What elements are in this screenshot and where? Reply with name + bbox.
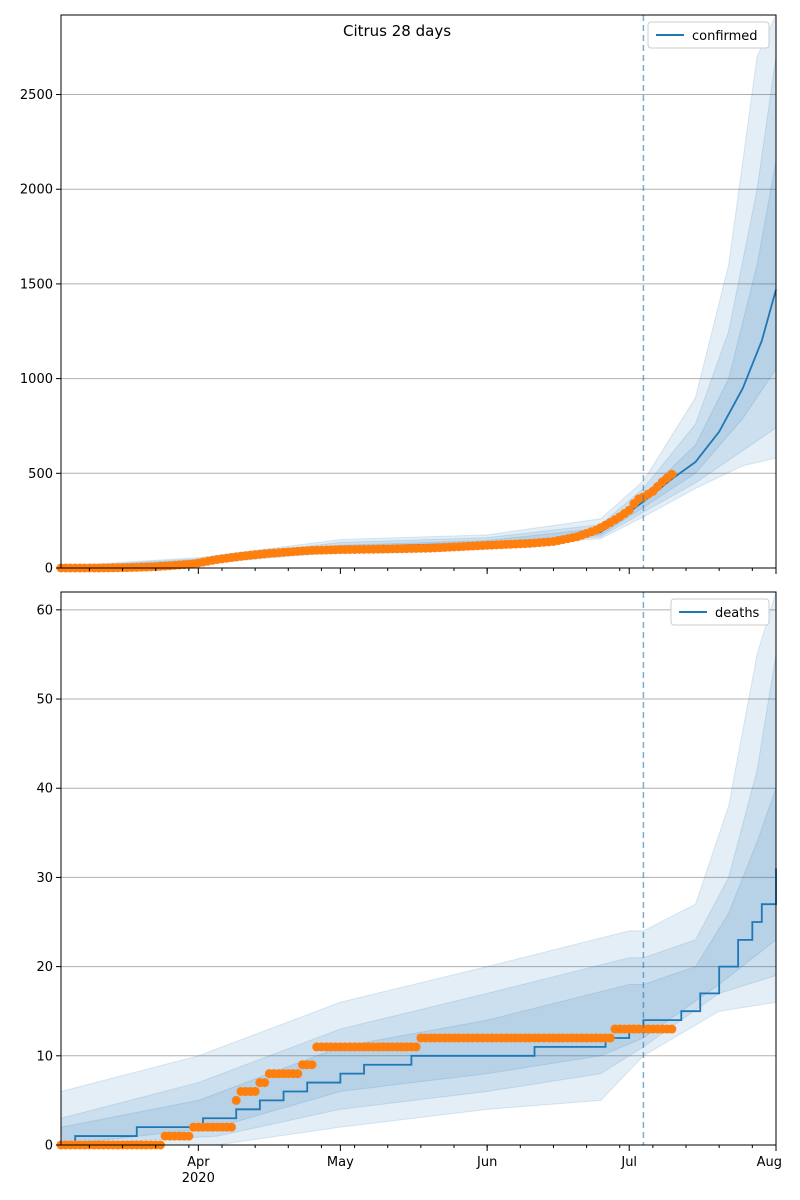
y-tick-label: 500 xyxy=(28,467,53,482)
bottom-axes-frame xyxy=(60,591,777,1146)
x-tick-label: May xyxy=(327,1155,354,1170)
y-tick-label: 1500 xyxy=(20,277,53,292)
y-tick-label: 2000 xyxy=(20,183,53,198)
y-tick-label: 0 xyxy=(45,562,53,577)
y-tick-label: 60 xyxy=(36,603,53,618)
confirmed-observed-points xyxy=(56,469,677,573)
top-y-axis-ticks: 0 500 1000 1500 2000 2500 xyxy=(20,88,61,577)
y-tick-label: 30 xyxy=(36,871,53,886)
x-tick-label: Jun xyxy=(476,1155,497,1170)
observed-point xyxy=(226,1122,236,1132)
observed-point xyxy=(307,1060,317,1070)
x-tick-label: Aug xyxy=(757,1155,782,1170)
x-tick-label: Apr xyxy=(187,1155,210,1170)
deaths-observed-points xyxy=(56,1024,677,1150)
legend-box xyxy=(670,598,770,626)
legend-label-deaths: deaths xyxy=(715,606,760,621)
y-tick-label: 20 xyxy=(36,960,53,975)
observed-point xyxy=(667,1024,677,1034)
y-tick-label: 1000 xyxy=(20,372,53,387)
observed-point xyxy=(231,1095,241,1105)
y-tick-label: 50 xyxy=(36,693,53,708)
top-axes-frame xyxy=(60,14,777,569)
forecast-band xyxy=(60,160,777,569)
top-x-axis-ticks xyxy=(88,568,777,574)
observed-point xyxy=(293,1069,303,1079)
observed-point xyxy=(624,505,634,515)
confirmed-model-line xyxy=(60,289,777,569)
deaths-model-line xyxy=(61,868,777,1146)
y-tick-label: 40 xyxy=(36,782,53,797)
x-tick-label: Jul xyxy=(620,1155,637,1170)
bottom-forecast-bands xyxy=(60,591,777,1146)
observed-point xyxy=(184,1131,194,1141)
bottom-legend: deaths xyxy=(670,598,770,626)
top-legend: confirmed xyxy=(647,21,770,49)
x-tick-sublabel: 2020 xyxy=(182,1171,215,1186)
y-tick-label: 2500 xyxy=(20,88,53,103)
observed-point xyxy=(411,1042,421,1052)
y-tick-label: 0 xyxy=(45,1139,53,1154)
observed-point xyxy=(260,1078,270,1088)
legend-label-confirmed: confirmed xyxy=(692,29,758,44)
legend-box xyxy=(647,21,770,49)
top-forecast-bands xyxy=(60,14,777,569)
observed-point xyxy=(250,1086,260,1096)
observed-point xyxy=(605,1033,615,1043)
y-tick-label: 10 xyxy=(36,1049,53,1064)
confirmed-panel: 0 500 1000 1500 2000 2500 Citrus 28 days conf… xyxy=(20,14,777,577)
top-gridlines xyxy=(61,94,776,474)
chart-title: Citrus 28 days xyxy=(343,22,451,40)
observed-point xyxy=(667,469,677,479)
bottom-y-axis-ticks: 0 10 20 30 40 50 60 xyxy=(36,603,61,1154)
